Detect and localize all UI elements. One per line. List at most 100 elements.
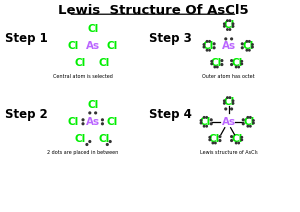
Circle shape: [236, 142, 237, 144]
Text: Outer atom has octet: Outer atom has octet: [202, 74, 255, 79]
Circle shape: [109, 141, 111, 142]
Text: As: As: [222, 117, 236, 127]
Circle shape: [221, 60, 223, 61]
Text: Step 4: Step 4: [149, 108, 192, 121]
Text: Step 1: Step 1: [5, 32, 48, 45]
Circle shape: [238, 66, 239, 68]
Circle shape: [246, 49, 247, 51]
Text: As: As: [86, 117, 100, 127]
Circle shape: [231, 136, 233, 138]
Text: Cl: Cl: [74, 58, 86, 68]
Circle shape: [252, 46, 253, 48]
Circle shape: [224, 26, 225, 27]
Circle shape: [238, 142, 239, 144]
Circle shape: [242, 119, 244, 121]
Circle shape: [241, 139, 242, 141]
Text: Cl: Cl: [87, 24, 98, 34]
Text: As: As: [86, 41, 100, 51]
Text: Cl: Cl: [208, 134, 220, 144]
Circle shape: [227, 97, 228, 98]
Circle shape: [102, 119, 103, 121]
Circle shape: [231, 140, 233, 141]
Circle shape: [209, 41, 210, 42]
Text: Lewis  Structure Of AsCl5: Lewis Structure Of AsCl5: [58, 4, 248, 17]
Circle shape: [214, 66, 215, 68]
Circle shape: [106, 144, 108, 145]
Circle shape: [241, 61, 242, 62]
Circle shape: [231, 64, 233, 66]
Circle shape: [82, 119, 84, 121]
Text: Cl: Cl: [203, 41, 214, 51]
Circle shape: [229, 97, 231, 98]
Circle shape: [241, 137, 242, 138]
Circle shape: [206, 117, 207, 118]
Circle shape: [252, 44, 253, 45]
Text: Cl: Cl: [99, 58, 110, 68]
Circle shape: [225, 38, 226, 40]
Circle shape: [247, 126, 248, 127]
Circle shape: [253, 122, 254, 124]
Circle shape: [213, 43, 215, 45]
Circle shape: [232, 100, 234, 102]
Circle shape: [213, 47, 215, 49]
Circle shape: [203, 126, 205, 127]
Text: Cl: Cl: [232, 134, 243, 144]
Text: Cl: Cl: [200, 117, 211, 127]
Text: Cl: Cl: [106, 117, 118, 127]
Circle shape: [210, 119, 212, 121]
Circle shape: [203, 46, 205, 48]
Circle shape: [219, 140, 221, 141]
Text: Cl: Cl: [106, 41, 118, 51]
Circle shape: [227, 20, 228, 21]
Text: Step 2: Step 2: [5, 108, 48, 121]
Text: Cl: Cl: [74, 134, 86, 144]
Circle shape: [200, 120, 202, 121]
Circle shape: [206, 126, 207, 127]
Circle shape: [249, 49, 250, 51]
Circle shape: [246, 41, 247, 42]
Circle shape: [247, 117, 248, 118]
Text: Cl: Cl: [210, 58, 222, 68]
Circle shape: [225, 108, 226, 110]
Circle shape: [242, 43, 243, 45]
Circle shape: [231, 108, 233, 110]
Circle shape: [253, 120, 254, 121]
Text: Lewis structure of AsCl₅: Lewis structure of AsCl₅: [200, 150, 258, 155]
Circle shape: [241, 63, 242, 65]
Circle shape: [231, 60, 233, 61]
Circle shape: [219, 136, 221, 138]
Circle shape: [224, 103, 225, 104]
Circle shape: [203, 117, 205, 118]
Text: Cl: Cl: [99, 134, 110, 144]
Circle shape: [217, 66, 218, 68]
Circle shape: [249, 41, 250, 42]
Circle shape: [250, 126, 251, 127]
Circle shape: [232, 103, 234, 104]
Circle shape: [82, 123, 84, 125]
Circle shape: [227, 29, 228, 30]
Text: 2 dots are placed in between: 2 dots are placed in between: [47, 150, 118, 155]
Circle shape: [211, 63, 212, 65]
Text: Central atom is selected: Central atom is selected: [53, 74, 113, 79]
Circle shape: [206, 41, 208, 42]
Text: Cl: Cl: [68, 117, 79, 127]
Circle shape: [89, 112, 91, 114]
Circle shape: [95, 112, 97, 114]
Text: Cl: Cl: [68, 41, 79, 51]
Circle shape: [224, 100, 225, 102]
Text: Step 3: Step 3: [149, 32, 192, 45]
Circle shape: [236, 66, 237, 68]
Text: Cl: Cl: [242, 41, 254, 51]
Circle shape: [209, 137, 211, 138]
Circle shape: [210, 123, 212, 125]
Circle shape: [231, 38, 233, 40]
Circle shape: [86, 144, 88, 145]
Circle shape: [212, 142, 214, 144]
Circle shape: [89, 141, 91, 142]
Circle shape: [250, 117, 251, 118]
Circle shape: [209, 49, 210, 51]
Circle shape: [242, 123, 244, 125]
Text: As: As: [222, 41, 236, 51]
Circle shape: [232, 23, 234, 25]
Circle shape: [200, 122, 202, 124]
